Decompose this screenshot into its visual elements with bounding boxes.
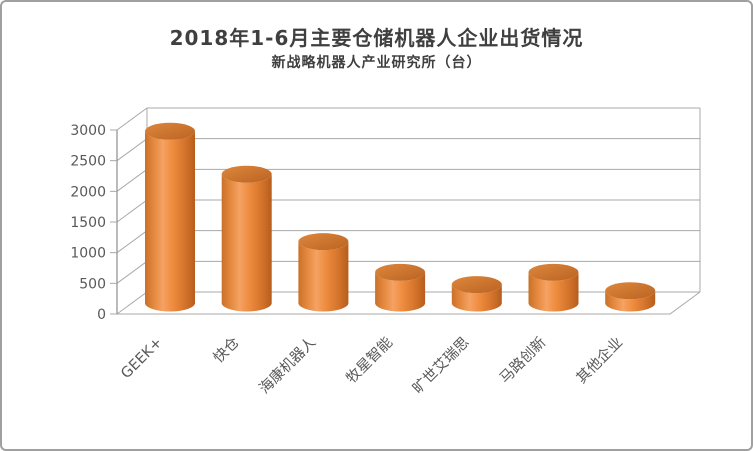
cylinder-body [451,284,502,312]
y-axis-label: 3000 [70,123,106,139]
cylinder-top [375,263,426,281]
x-axis: GEEK+ 快仓 海康机器人 牧星智能 旷世艾瑞思 马路创新 其他企业 [118,333,626,397]
category-label: 旷世艾瑞思 [409,334,472,397]
cylinder-bar [221,165,272,312]
cylinder-bar [145,122,195,312]
cylinder-top [605,282,656,300]
chart-title: 2018年1-6月主要仓储机器人企业出货情况 [169,26,584,50]
left-wall-gridline [116,260,148,284]
cylinder-bar [605,282,656,312]
left-wall-gridline [116,199,148,223]
bars [145,122,656,312]
y-axis-label: 2000 [70,184,106,200]
cylinder-body [145,131,195,312]
y-axis-label: 0 [97,307,106,323]
cylinder-bar [375,263,426,312]
cylinder-top [451,276,502,294]
category-label: 马路创新 [496,334,549,387]
cylinder-body [528,272,579,312]
left-wall-gridline [116,291,148,315]
category-label: 海康机器人 [256,334,319,397]
y-axis-label: 500 [79,276,106,292]
category-label: 其他企业 [572,333,626,387]
y-axis: 0 500 1000 1500 2000 2500 3000 [70,123,117,323]
cylinder-top [528,263,579,281]
floor-edge [117,291,701,315]
cylinder-body [605,290,656,312]
category-label: GEEK+ [118,335,166,383]
cylinder-top [298,233,349,251]
y-axis-label: 1500 [70,215,106,231]
left-wall-gridline [116,168,148,192]
cylinder-body [221,174,272,312]
cylinder-body [375,272,426,312]
cylinder-bar [451,276,502,312]
cylinder-bar [298,233,349,312]
y-axis-label: 1000 [70,246,106,262]
cylinder-body [298,241,349,312]
chart-subtitle: 新战略机器人产业研究所（台） [271,55,482,71]
left-wall-gridline [116,138,148,162]
y-axis-label: 2500 [70,154,106,170]
category-label: 牧星智能 [343,334,396,387]
cylinder-top [145,122,195,140]
cylinder-bar [528,263,579,312]
left-wall-gridline [116,230,148,254]
cylinder-top [221,165,272,183]
category-label: 快仓 [210,333,243,366]
left-wall-gridline [116,107,148,131]
